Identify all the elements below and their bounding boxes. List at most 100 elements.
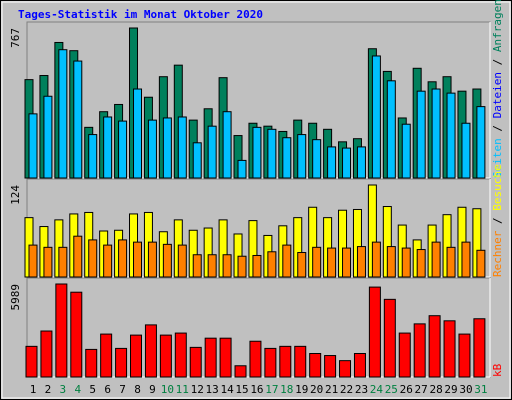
bar xyxy=(73,60,83,179)
x-tick-label: 5 xyxy=(89,383,96,396)
bar xyxy=(222,111,232,179)
bar xyxy=(147,119,157,179)
bar xyxy=(446,92,456,179)
x-tick-label: 28 xyxy=(429,383,442,396)
bar xyxy=(204,337,217,378)
bar xyxy=(162,243,172,278)
bar xyxy=(28,113,38,179)
x-tick-label: 16 xyxy=(250,383,263,396)
bar xyxy=(443,320,456,378)
bar xyxy=(416,249,426,278)
bar xyxy=(147,241,157,278)
y-axis-label-part: / xyxy=(491,52,504,72)
y-axis-label-part: / xyxy=(491,118,504,138)
bar xyxy=(386,246,396,278)
x-tick-label: 3 xyxy=(60,383,67,396)
bar xyxy=(324,355,337,378)
bar xyxy=(356,246,366,278)
bar xyxy=(55,283,68,378)
y-axis-label-part: Seiten xyxy=(491,138,504,178)
x-tick-label: 11 xyxy=(176,383,189,396)
x-tick-label: 21 xyxy=(325,383,338,396)
bar xyxy=(476,249,486,278)
bar xyxy=(371,241,381,278)
bar xyxy=(327,247,337,278)
x-tick-label: 14 xyxy=(220,383,234,396)
x-tick-label: 18 xyxy=(280,383,293,396)
bar xyxy=(368,286,381,378)
bar xyxy=(118,120,128,179)
bar xyxy=(312,246,322,278)
bar xyxy=(189,346,202,378)
bar xyxy=(177,116,187,179)
chart-title: Tages-Statistik im Monat Oktober 2020 xyxy=(18,8,263,21)
bar xyxy=(279,345,292,378)
x-tick-label: 10 xyxy=(161,383,174,396)
bar xyxy=(103,244,113,278)
bar xyxy=(461,241,471,278)
bar xyxy=(219,337,232,378)
bar xyxy=(88,134,98,179)
bar xyxy=(133,88,143,179)
y-axis-label-part: Rechner xyxy=(491,230,504,277)
bar xyxy=(252,126,262,179)
x-tick-label: 29 xyxy=(444,383,457,396)
bar xyxy=(342,247,352,278)
bar xyxy=(267,251,277,278)
bar xyxy=(339,360,352,378)
bar xyxy=(282,244,292,278)
bar xyxy=(398,332,411,378)
y-axis-label-part: / xyxy=(491,211,504,231)
y-tick-label: 5989 xyxy=(9,284,22,311)
bar xyxy=(43,246,53,278)
bar xyxy=(234,365,247,378)
bar xyxy=(222,254,232,278)
bar xyxy=(237,159,247,179)
x-tick-label: 22 xyxy=(340,383,353,396)
bar xyxy=(431,88,441,179)
x-tick-label: 31 xyxy=(474,383,487,396)
bar xyxy=(115,347,128,378)
bar xyxy=(118,239,128,278)
bar xyxy=(413,323,426,378)
bar xyxy=(103,116,113,179)
x-tick-label: 26 xyxy=(400,383,413,396)
bar xyxy=(58,246,68,278)
x-tick-label: 13 xyxy=(206,383,219,396)
bar xyxy=(25,345,38,378)
x-tick-label: 9 xyxy=(149,383,156,396)
bar xyxy=(371,55,381,179)
bar xyxy=(100,333,113,378)
bar xyxy=(88,239,98,278)
bar xyxy=(386,80,396,179)
bar xyxy=(297,134,307,179)
bar xyxy=(252,254,262,278)
x-tick-label: 6 xyxy=(104,383,111,396)
x-tick-label: 8 xyxy=(134,383,141,396)
bar xyxy=(353,353,366,378)
bar xyxy=(144,324,157,378)
x-tick-label: 25 xyxy=(385,383,398,396)
x-tick-label: 12 xyxy=(191,383,204,396)
bar xyxy=(312,139,322,179)
x-tick-label: 30 xyxy=(459,383,472,396)
bar xyxy=(28,244,38,278)
y-tick-label: 767 xyxy=(9,28,22,48)
bar xyxy=(458,333,471,378)
bar xyxy=(383,298,396,378)
bar xyxy=(342,147,352,179)
bar xyxy=(177,244,187,278)
bar xyxy=(85,348,98,378)
bar xyxy=(264,347,277,378)
x-tick-label: 27 xyxy=(415,383,428,396)
x-tick-label: 20 xyxy=(310,383,323,396)
bar xyxy=(73,235,83,278)
y-axis-label: Seiten / Dateien / Anfragen xyxy=(491,0,504,178)
bar xyxy=(58,49,68,179)
bar xyxy=(70,291,83,378)
bar xyxy=(297,252,307,278)
x-tick-label: 15 xyxy=(235,383,248,396)
bar xyxy=(327,146,337,179)
